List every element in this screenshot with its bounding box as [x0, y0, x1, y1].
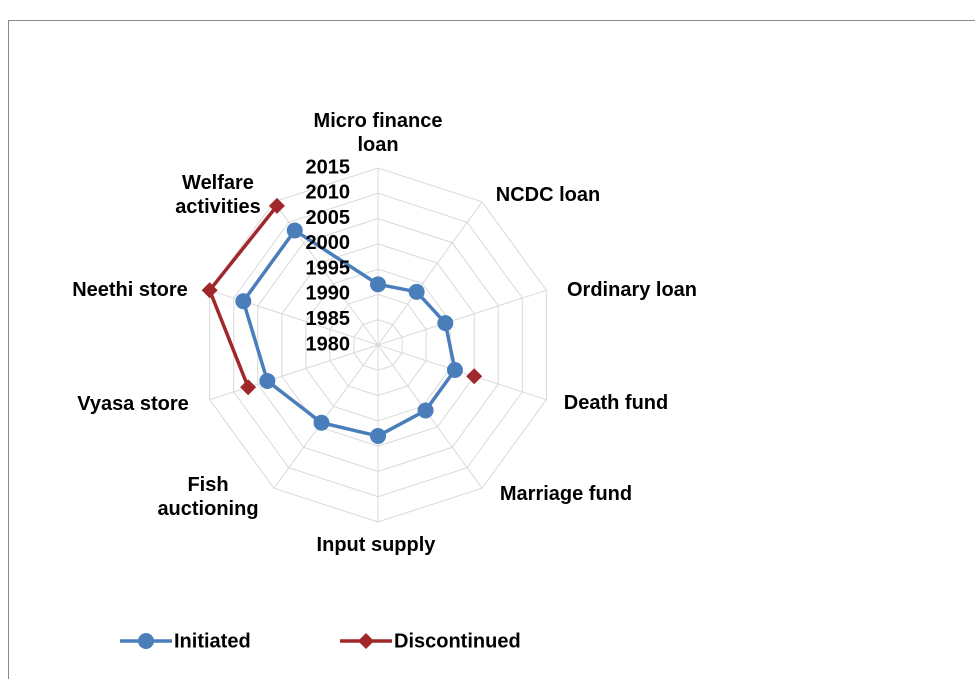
data-point: [466, 368, 483, 385]
category-label: Micro finance loan: [313, 110, 443, 156]
category-label: Vyasa store: [77, 393, 189, 415]
data-point: [313, 414, 330, 431]
r-tick-label: 1985: [306, 308, 351, 330]
legend-label: Initiated: [174, 630, 251, 652]
category-label: Ordinary loan: [566, 279, 698, 301]
category-label: Marriage fund: [499, 483, 633, 505]
data-point: [370, 428, 386, 445]
data-point: [268, 197, 285, 214]
data-point: [201, 282, 218, 299]
data-point: [437, 315, 454, 332]
data-point: [370, 276, 386, 293]
category-label: Input supply: [316, 534, 436, 556]
data-point: [259, 372, 276, 389]
category-label: Fish auctioning: [157, 474, 259, 520]
spoke: [209, 344, 379, 401]
category-label: Death fund: [563, 392, 669, 414]
chart-frame: [8, 20, 975, 679]
r-tick-label: 1980: [306, 333, 351, 355]
r-tick-label: 2005: [306, 207, 351, 229]
data-point: [240, 379, 257, 396]
data-point: [408, 283, 425, 300]
spoke: [209, 289, 379, 346]
category-label: Neethi store: [72, 279, 188, 301]
r-tick-label: 2010: [306, 182, 351, 204]
r-tick-label: 2015: [306, 156, 351, 178]
data-point: [417, 402, 434, 419]
category-label: Welfare activities: [175, 172, 261, 218]
spoke: [377, 289, 547, 346]
r-tick-label: 1995: [306, 257, 351, 279]
legend-marker: [138, 633, 154, 649]
legend-marker: [358, 633, 374, 649]
data-point: [286, 222, 303, 239]
legend-label: Discontinued: [394, 630, 521, 652]
data-point: [235, 293, 252, 310]
spoke: [377, 201, 483, 346]
data-point: [446, 362, 463, 379]
category-label: NCDC loan: [495, 184, 601, 206]
r-tick-label: 1990: [306, 283, 351, 305]
r-tick-label: 2000: [306, 232, 351, 254]
